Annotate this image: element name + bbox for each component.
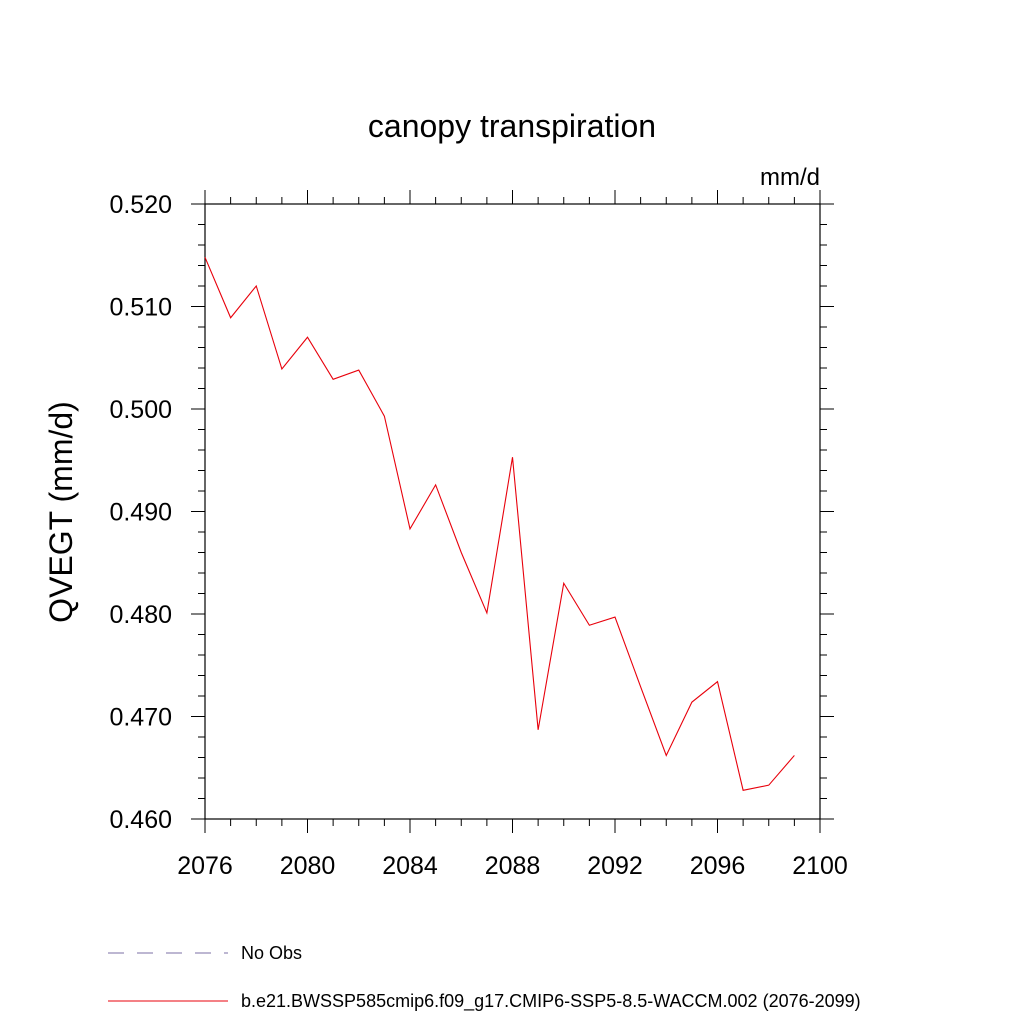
data-point: [614, 616, 617, 619]
y-axis-label: QVEGT (mm/d): [43, 401, 79, 623]
y-tick-label: 0.490: [109, 499, 172, 527]
x-tick-label: 2088: [485, 852, 541, 880]
data-point: [665, 754, 668, 757]
y-tick-label: 0.500: [109, 396, 172, 424]
x-tick-label: 2092: [587, 852, 643, 880]
units-label: mm/d: [760, 164, 820, 191]
y-tick-label: 0.470: [109, 704, 172, 732]
legend: No Obs b.e21.BWSSP585cmip6.f09_g17.CMIP6…: [108, 943, 861, 1012]
data-point: [204, 256, 207, 259]
data-point: [588, 624, 591, 627]
x-tick-label: 2080: [280, 852, 336, 880]
data-point: [537, 728, 540, 731]
data-point: [511, 456, 514, 459]
data-point: [639, 685, 642, 688]
data-point: [767, 784, 770, 787]
y-tick-label: 0.510: [109, 294, 172, 322]
x-tick-label: 2084: [382, 852, 438, 880]
x-tick-label: 2096: [690, 852, 746, 880]
chart-title: canopy transpiration: [368, 108, 656, 144]
data-point: [485, 611, 488, 614]
data-point: [357, 369, 360, 372]
data-point: [280, 368, 283, 371]
data-point: [383, 415, 386, 418]
plot-frame: [204, 203, 821, 820]
data-point: [255, 285, 258, 288]
x-tick-label: 2076: [177, 852, 233, 880]
series-line-waccm: [204, 257, 795, 791]
data-point: [434, 483, 437, 486]
legend-label-no-obs: No Obs: [241, 943, 302, 963]
major-ticks: [191, 190, 834, 833]
x-tick-labels: 2076 2080 2084 2088 2092 2096 2100: [177, 852, 848, 880]
minor-ticks: [198, 197, 827, 826]
x-tick-label: 2100: [792, 852, 848, 880]
y-tick-label: 0.520: [109, 191, 172, 219]
y-tick-label: 0.460: [109, 806, 172, 834]
data-point: [229, 316, 232, 319]
data-point: [742, 789, 745, 792]
data-point: [460, 551, 463, 554]
data-point: [332, 378, 335, 381]
data-point: [409, 527, 412, 530]
series-points: [204, 256, 796, 792]
data-point: [690, 701, 693, 704]
legend-label-waccm: b.e21.BWSSP585cmip6.f09_g17.CMIP6-SSP5-8…: [241, 991, 861, 1012]
data-point: [306, 336, 309, 339]
data-point: [716, 680, 719, 683]
y-tick-label: 0.480: [109, 601, 172, 629]
data-point: [562, 582, 565, 585]
data-point: [793, 754, 796, 757]
y-tick-labels: 0.460 0.470 0.480 0.490 0.500 0.510 0.520: [109, 191, 172, 834]
